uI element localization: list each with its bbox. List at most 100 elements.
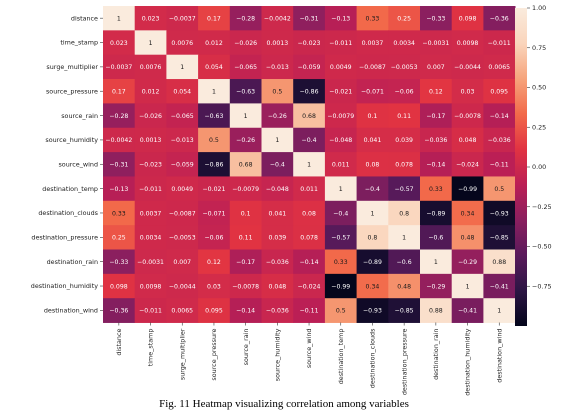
heatmap-cell [451,103,484,129]
cell-value-label: −0.023 [139,162,162,169]
heatmap-cell [198,200,231,226]
cell-value-label: −0.93 [490,210,509,217]
cell-value-label: −0.048 [329,137,352,144]
cell-value-label: 0.048 [459,137,477,144]
cell-value-label: 0.11 [239,235,253,242]
heatmap-cell [198,30,231,56]
column-label: destination_clouds [369,328,377,388]
cell-value-label: 0.078 [300,235,318,242]
cell-value-label: 0.5 [336,308,346,315]
colorbar: 1.00 0.75 0.50 0.25 0.00 −0.25 −0.50 −0.75 [515,4,552,326]
cell-value-label: 0.012 [205,40,223,47]
cell-value-label: 0.34 [366,283,380,290]
colorbar-tick-label: 1.00 [532,4,546,12]
heatmap-cell [103,298,136,323]
heatmap-cell [134,298,167,323]
heatmap-cell [166,200,199,226]
colorbar-tick-label: 0.25 [532,123,546,131]
heatmap-cell [198,103,231,129]
heatmap-cell [388,79,421,104]
colorbar-tick-label: 0.00 [532,163,546,171]
cell-value-label: 1 [466,283,470,290]
cell-value-label: −0.065 [171,113,194,120]
heatmap-cell [420,225,453,250]
heatmap-cell [388,6,421,31]
heatmap-cell [293,54,326,80]
cell-value-label: −0.29 [458,259,477,266]
cell-value-label: 0.039 [268,235,286,242]
heatmap-cell [356,298,389,323]
heatmap-cell [293,225,326,250]
heatmap-cell [166,30,199,56]
colorbar-gradient [515,8,527,326]
heatmap-cell [103,152,136,177]
heatmap-cell [451,79,484,104]
heatmap-cell [324,6,357,31]
cell-value-label: 0.88 [429,308,443,315]
cell-value-label: 0.17 [207,15,221,22]
heatmap-cell [483,6,516,31]
heatmap-cell [451,176,484,202]
column-label: destination_humidity [464,328,472,395]
cell-value-label: 0.34 [461,210,475,217]
cell-value-label: −0.99 [331,283,350,290]
heatmap-cell [388,273,421,299]
figure-caption: Fig. 11 Heatmap visualizing correlation … [159,398,409,410]
correlation-heatmap: 1 0.023 −0.0037 0.17 −0.28 −0.0042 −0.31 −0.13 0… [31,4,552,396]
row-label: source_rain [61,112,98,120]
cell-value-label: −0.4 [270,162,285,169]
heatmap-cell [198,249,231,275]
heatmap-cell [166,6,199,31]
heatmap-cell [229,298,262,323]
heatmap-cell [483,273,516,299]
cell-value-label: 0.0076 [140,64,162,71]
heatmap-cell [134,225,167,250]
heatmap-cell [324,103,357,129]
heatmap-cell [134,249,167,275]
cell-value-label: 1 [339,186,343,193]
heatmap-cell [420,30,453,56]
cell-value-label: 0.048 [268,283,286,290]
cell-value-label: −0.33 [426,15,445,22]
cell-value-label: −0.14 [236,308,255,315]
heatmap-cell [166,225,199,250]
heatmap-cell [261,54,294,80]
column-label: source_rain [242,329,250,366]
column-label: distance [115,328,123,355]
heatmap-cell [134,54,167,80]
cell-value-label: −0.57 [395,186,414,193]
cell-value-label: −0.011 [329,40,352,47]
cell-value-label: 0.12 [429,89,443,96]
heatmap-cell [103,54,136,80]
row-label: destination_temp [42,185,98,193]
column-label: time_stamp [147,329,155,367]
heatmap-cell [103,273,136,299]
heatmap-cell [166,249,199,275]
cell-value-label: −0.4 [302,137,317,144]
heatmap-cell [293,30,326,56]
cell-value-label: 0.11 [397,113,411,120]
cell-value-label: 0.5 [209,137,219,144]
heatmap-cell [420,176,453,202]
heatmap-cell [324,298,357,323]
column-label: source_wind [305,329,313,369]
heatmap-cell [261,176,294,202]
cell-value-label: 1 [275,137,279,144]
cell-value-label: −0.28 [236,15,255,22]
cell-value-label: −0.6 [397,259,412,266]
row-label: time_stamp [60,39,98,47]
heatmap-cell [420,127,453,153]
heatmap-cell [356,273,389,299]
cell-value-label: −0.13 [331,15,350,22]
cell-value-label: 1 [497,308,501,315]
heatmap-cell [293,103,326,129]
heatmap-cell [103,6,136,31]
cell-value-label: −0.0078 [232,283,259,290]
cell-value-label: −0.28 [109,113,128,120]
cell-value-label: −0.0031 [422,40,449,47]
cell-value-label: −0.36 [490,15,509,22]
cell-value-label: −0.0042 [264,15,291,22]
cell-value-label: 0.023 [142,15,160,22]
heatmap-cell [229,225,262,250]
heatmap-cell [229,103,262,129]
